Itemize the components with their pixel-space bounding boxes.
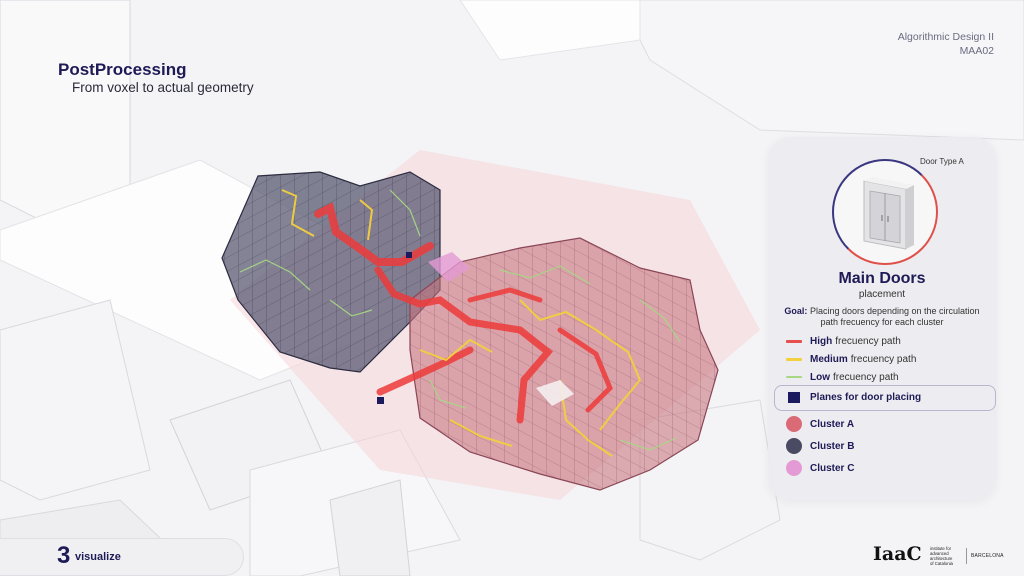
step-number: 3: [57, 542, 71, 569]
high-path-swatch: [786, 339, 802, 343]
logo-mark: IaaC: [873, 543, 922, 565]
logo-divider: [966, 548, 967, 564]
cluster-b-dot-icon: [786, 438, 802, 454]
course-info: Algorithmic Design II MAA02: [898, 30, 994, 58]
logo-city: BARCELONA: [971, 553, 1004, 559]
logo-line: architecture: [930, 556, 953, 561]
logo-line: advanced: [930, 551, 949, 556]
legend-cluster-c: Cluster C: [786, 460, 855, 476]
goal-description: Placing doors depending on the circulati…: [807, 306, 980, 327]
legend-panel: Door Type A Main Doors placement Goal: P…: [768, 137, 996, 501]
cluster-c-dot-icon: [786, 460, 802, 476]
legend-planes-text: Planes for door placing: [810, 391, 922, 403]
iaac-logo: IaaC institute for advanced architecture…: [873, 543, 1003, 569]
legend-cluster-b-text: Cluster B: [810, 440, 855, 452]
cluster-b-mass: [221, 171, 441, 373]
planes-square-icon: [788, 391, 800, 403]
legend-cluster-a: Cluster A: [786, 416, 855, 432]
legend-low-strong: Low: [810, 371, 830, 383]
door-type-label: Door Type A: [920, 157, 964, 166]
legend-cluster-a-text: Cluster A: [810, 418, 855, 430]
course-code: MAA02: [959, 45, 994, 57]
step-indicator: [0, 538, 244, 576]
panel-subtitle: placement: [858, 289, 906, 300]
legend-cluster-b: Cluster B: [786, 438, 855, 454]
legend-cluster-c-text: Cluster C: [810, 462, 855, 474]
medium-path-swatch: [786, 357, 802, 361]
cluster-c-mass: [428, 252, 470, 282]
door-plane-marker: [406, 252, 412, 258]
door-icon: [863, 177, 914, 250]
legend-high: High frecuency path: [786, 334, 901, 348]
legend-planes: Planes for door placing: [786, 390, 921, 404]
low-frequency-paths: [239, 189, 681, 451]
low-path-swatch: [786, 376, 802, 378]
legend-medium: Medium frecuency path: [786, 352, 916, 366]
door-image: [832, 159, 938, 265]
slide-subtitle: From voxel to actual geometry: [72, 80, 254, 95]
logo-line: institute for: [930, 546, 952, 551]
planes-legend-box: [774, 385, 996, 411]
door-plane-marker: [377, 397, 384, 404]
goal-label: Goal:: [784, 306, 808, 316]
legend-medium-strong: Medium: [810, 353, 848, 365]
step-label: visualize: [75, 551, 121, 563]
medium-frequency-paths: [281, 189, 642, 457]
slide-title: PostProcessing: [58, 60, 187, 79]
legend-medium-text: frecuency path: [850, 353, 917, 365]
legend-high-text: frecuency path: [835, 335, 901, 347]
cluster-a-dot-icon: [786, 416, 802, 432]
legend-low-text: frecuency path: [833, 371, 899, 383]
logo-line: of Catalonia: [930, 561, 953, 566]
goal-text: Goal: Placing doors depending on the cir…: [778, 306, 986, 328]
logo-institute-text: institute for advanced architecture of C…: [930, 546, 970, 566]
legend-high-strong: High: [810, 335, 833, 347]
high-frequency-paths: [314, 202, 613, 424]
course-name: Algorithmic Design II: [897, 31, 994, 43]
legend-low: Low frecuency path: [786, 370, 899, 384]
panel-title: Main Doors: [838, 270, 926, 287]
